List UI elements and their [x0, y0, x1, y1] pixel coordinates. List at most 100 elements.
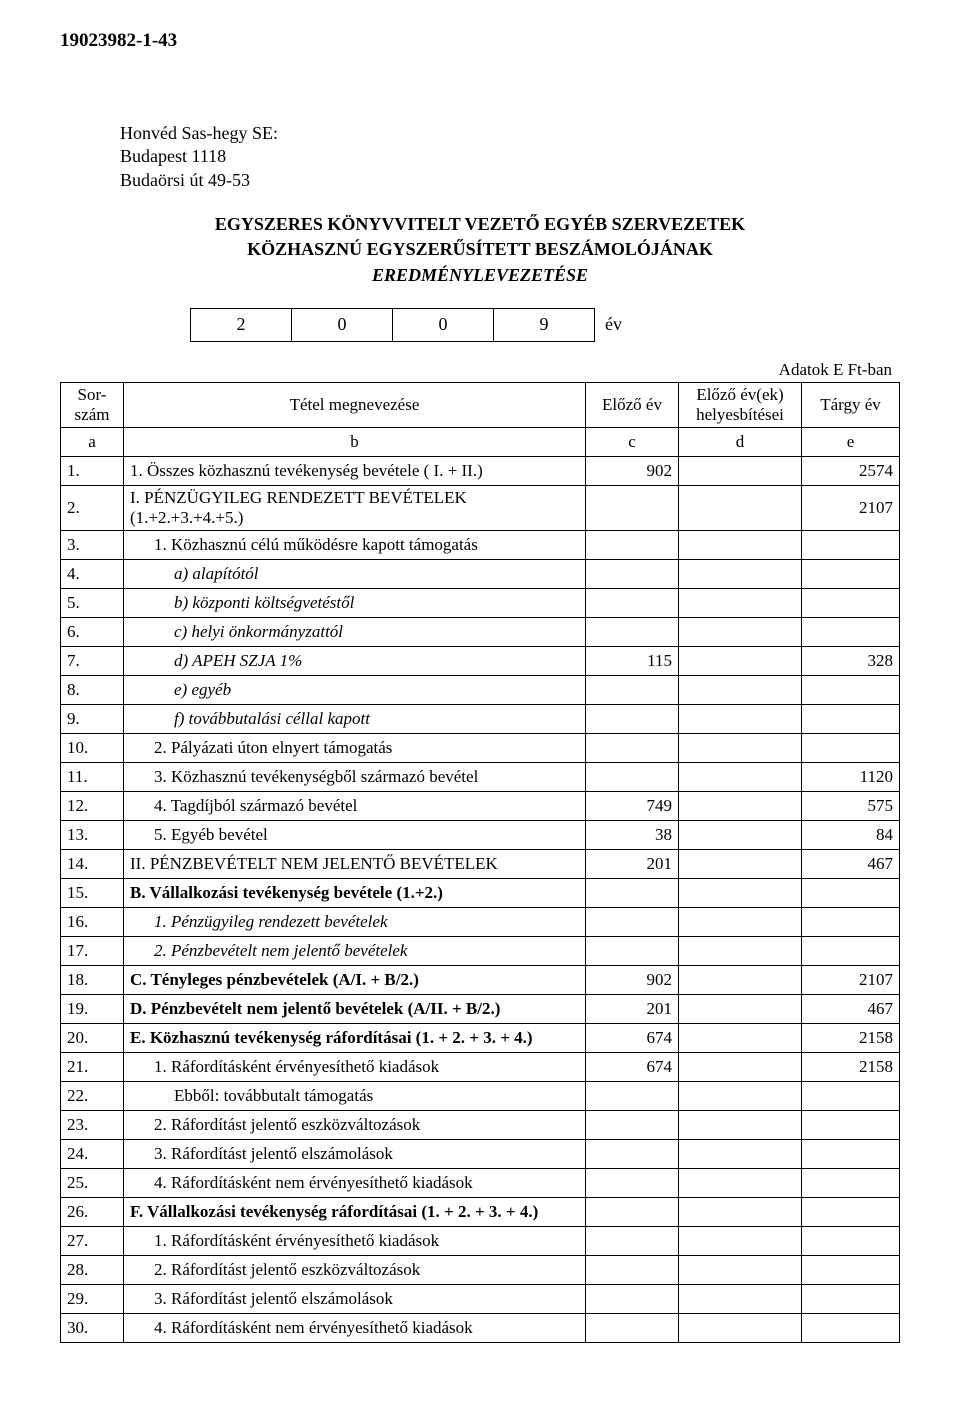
row-number: 8. — [61, 675, 124, 704]
row-label: 3. Közhasznú tevékenységből származó bev… — [124, 762, 586, 791]
row-number: 14. — [61, 849, 124, 878]
cell-current-year: 2158 — [802, 1052, 900, 1081]
cell-correction — [679, 849, 802, 878]
cell-current-year — [802, 675, 900, 704]
cell-correction — [679, 1081, 802, 1110]
table-row: 15.B. Vállalkozási tevékenység bevétele … — [61, 878, 900, 907]
row-number: 21. — [61, 1052, 124, 1081]
cell-prev-year — [586, 485, 679, 530]
row-label: B. Vállalkozási tevékenység bevétele (1.… — [124, 878, 586, 907]
row-label: Ebből: továbbutalt támogatás — [124, 1081, 586, 1110]
cell-current-year — [802, 936, 900, 965]
cell-current-year: 2574 — [802, 456, 900, 485]
cell-prev-year: 115 — [586, 646, 679, 675]
cell-current-year — [802, 1110, 900, 1139]
table-row: 14.II. PÉNZBEVÉTELT NEM JELENTŐ BEVÉTELE… — [61, 849, 900, 878]
row-number: 2. — [61, 485, 124, 530]
cell-correction — [679, 485, 802, 530]
header-col-letter: a — [61, 427, 124, 456]
cell-correction — [679, 704, 802, 733]
cell-current-year — [802, 1255, 900, 1284]
org-line: Budaörsi út 49-53 — [120, 169, 900, 192]
cell-current-year — [802, 530, 900, 559]
cell-correction — [679, 965, 802, 994]
cell-correction — [679, 762, 802, 791]
row-label: 4. Ráfordításként nem érvényesíthető kia… — [124, 1168, 586, 1197]
row-label: I. PÉNZÜGYILEG RENDEZETT BEVÉTELEK (1.+2… — [124, 485, 586, 530]
cell-correction — [679, 1023, 802, 1052]
row-label: 4. Tagdíjból származó bevétel — [124, 791, 586, 820]
cell-current-year — [802, 1139, 900, 1168]
table-row: 25.4. Ráfordításként nem érvényesíthető … — [61, 1168, 900, 1197]
cell-correction — [679, 1255, 802, 1284]
title-line: KÖZHASZNÚ EGYSZERŰSÍTETT BESZÁMOLÓJÁNAK — [60, 237, 900, 262]
row-number: 17. — [61, 936, 124, 965]
cell-prev-year — [586, 762, 679, 791]
table-row: 19.D. Pénzbevételt nem jelentő bevételek… — [61, 994, 900, 1023]
cell-prev-year — [586, 1284, 679, 1313]
row-label: F. Vállalkozási tevékenység ráfordításai… — [124, 1197, 586, 1226]
table-body: 1.1. Összes közhasznú tevékenység bevéte… — [61, 456, 900, 1342]
row-number: 29. — [61, 1284, 124, 1313]
row-label: E. Közhasznú tevékenység ráfordításai (1… — [124, 1023, 586, 1052]
cell-current-year — [802, 1284, 900, 1313]
table-row: 21.1. Ráfordításként érvényesíthető kiad… — [61, 1052, 900, 1081]
row-label: c) helyi önkormányzattól — [124, 617, 586, 646]
table-row: 24.3. Ráfordítást jelentő elszámolások — [61, 1139, 900, 1168]
cell-correction — [679, 1284, 802, 1313]
cell-prev-year — [586, 1255, 679, 1284]
cell-prev-year — [586, 1110, 679, 1139]
table-row: 23.2. Ráfordítást jelentő eszközváltozás… — [61, 1110, 900, 1139]
cell-current-year — [802, 878, 900, 907]
document-id: 19023982-1-43 — [60, 30, 900, 52]
row-number: 11. — [61, 762, 124, 791]
table-row: 8.e) egyéb — [61, 675, 900, 704]
cell-correction — [679, 791, 802, 820]
cell-correction — [679, 1139, 802, 1168]
table-header-row: a b c d e — [61, 427, 900, 456]
cell-prev-year: 902 — [586, 456, 679, 485]
table-row: 16.1. Pénzügyileg rendezett bevételek — [61, 907, 900, 936]
cell-correction — [679, 936, 802, 965]
cell-correction — [679, 675, 802, 704]
cell-current-year — [802, 559, 900, 588]
header-tetel: Tétel megnevezése — [124, 382, 586, 427]
table-row: 10.2. Pályázati úton elnyert támogatás — [61, 733, 900, 762]
row-number: 23. — [61, 1110, 124, 1139]
financial-table: Sor- szám Tétel megnevezése Előző év Elő… — [60, 382, 900, 1343]
row-number: 12. — [61, 791, 124, 820]
cell-prev-year — [586, 1226, 679, 1255]
cell-prev-year — [586, 878, 679, 907]
row-label: II. PÉNZBEVÉTELT NEM JELENTŐ BEVÉTELEK — [124, 849, 586, 878]
year-boxes: 2 0 0 9 év — [190, 308, 900, 342]
cell-correction — [679, 878, 802, 907]
table-row: 1.1. Összes közhasznú tevékenység bevéte… — [61, 456, 900, 485]
cell-current-year: 467 — [802, 994, 900, 1023]
year-digit: 0 — [393, 308, 494, 342]
row-number: 5. — [61, 588, 124, 617]
table-row: 22.Ebből: továbbutalt támogatás — [61, 1081, 900, 1110]
cell-prev-year: 902 — [586, 965, 679, 994]
row-label: 1. Pénzügyileg rendezett bevételek — [124, 907, 586, 936]
year-digit: 0 — [292, 308, 393, 342]
cell-correction — [679, 456, 802, 485]
cell-current-year: 328 — [802, 646, 900, 675]
cell-current-year: 84 — [802, 820, 900, 849]
header-text: Sor- — [78, 385, 107, 404]
table-row: 6.c) helyi önkormányzattól — [61, 617, 900, 646]
table-row: 27.1. Ráfordításként érvényesíthető kiad… — [61, 1226, 900, 1255]
row-number: 6. — [61, 617, 124, 646]
cell-current-year — [802, 1168, 900, 1197]
row-number: 30. — [61, 1313, 124, 1342]
cell-correction — [679, 1052, 802, 1081]
row-label: b) központi költségvetéstől — [124, 588, 586, 617]
cell-prev-year: 674 — [586, 1023, 679, 1052]
row-label: D. Pénzbevételt nem jelentő bevételek (A… — [124, 994, 586, 1023]
cell-correction — [679, 559, 802, 588]
cell-current-year: 467 — [802, 849, 900, 878]
cell-prev-year — [586, 675, 679, 704]
header-elozo: Előző év — [586, 382, 679, 427]
table-row: 13.5. Egyéb bevétel3884 — [61, 820, 900, 849]
cell-current-year — [802, 1197, 900, 1226]
cell-prev-year — [586, 704, 679, 733]
